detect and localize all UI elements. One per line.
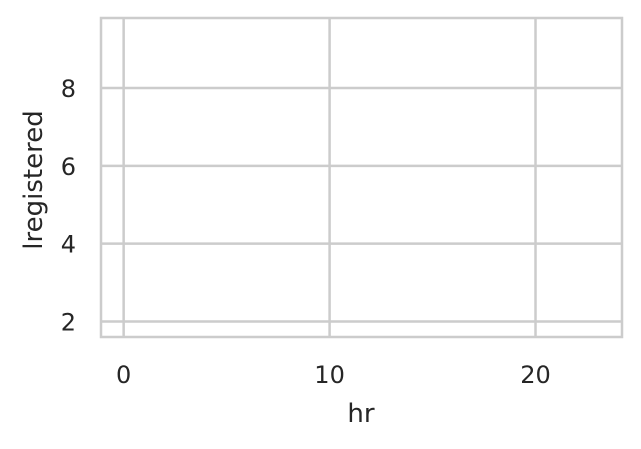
y-tick-label: 6 <box>61 153 76 181</box>
x-tick-label: 0 <box>116 361 131 389</box>
x-tick-labels: 0 10 20 <box>116 361 551 389</box>
y-axis-label: lregistered <box>19 110 49 249</box>
plot-frame <box>99 16 624 339</box>
x-axis-label: hr <box>347 399 374 429</box>
grid-lines <box>101 18 622 337</box>
y-tick-label: 2 <box>61 308 76 336</box>
y-tick-label: 4 <box>61 231 76 259</box>
plot-area <box>101 18 622 337</box>
y-tick-label: 8 <box>61 75 76 103</box>
x-tick-label: 10 <box>314 361 345 389</box>
x-tick-label: 20 <box>520 361 551 389</box>
y-tick-labels: 2 4 6 8 <box>61 75 76 336</box>
